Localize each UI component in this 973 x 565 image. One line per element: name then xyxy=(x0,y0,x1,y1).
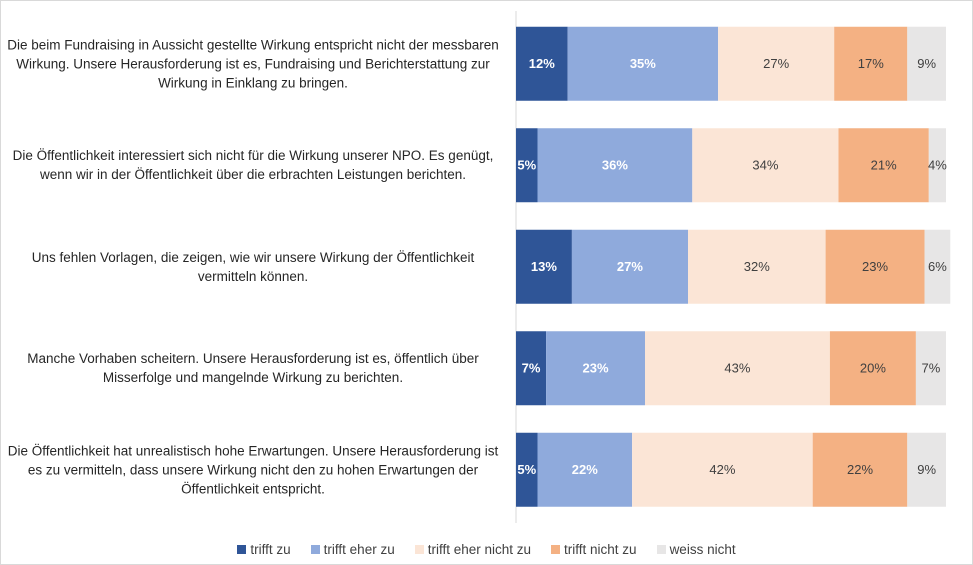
bar-segment xyxy=(537,128,693,203)
data-label: 7% xyxy=(522,361,541,376)
data-label: 20% xyxy=(860,361,886,376)
legend-item: trifft nicht zu xyxy=(551,542,637,557)
legend-swatch xyxy=(656,545,666,554)
legend-label: trifft nicht zu xyxy=(564,542,637,557)
legend-label: trifft eher nicht zu xyxy=(427,542,532,557)
bar-segment xyxy=(516,128,538,203)
data-label: 13% xyxy=(531,259,557,274)
data-label: 35% xyxy=(630,56,656,71)
bar-segment xyxy=(632,432,813,507)
data-label: 6% xyxy=(928,259,947,274)
data-label: 21% xyxy=(871,158,897,173)
bar-segment xyxy=(829,331,916,406)
legend-swatch xyxy=(237,545,247,554)
legend-swatch xyxy=(310,545,320,554)
legend-swatch xyxy=(551,545,561,554)
bar-segment xyxy=(516,331,547,406)
data-label: 27% xyxy=(763,56,789,71)
legend-label: trifft zu xyxy=(250,542,291,557)
bar-segment xyxy=(838,128,929,203)
data-label: 36% xyxy=(602,158,628,173)
legend-item: weiss nicht xyxy=(656,542,736,557)
data-label: 42% xyxy=(709,462,735,477)
bar-segment xyxy=(834,26,908,101)
data-label: 22% xyxy=(572,462,598,477)
bar-segment xyxy=(928,128,946,203)
data-label: 5% xyxy=(517,158,536,173)
bar-segment xyxy=(516,229,572,304)
bar-segment xyxy=(924,229,951,304)
data-label: 23% xyxy=(583,361,609,376)
bar-segment xyxy=(571,229,688,304)
legend: trifft zu trifft eher zu trifft eher nicht… xyxy=(1,542,972,557)
bar-segment xyxy=(516,432,538,507)
bar-segment xyxy=(567,26,719,101)
bar-segment xyxy=(692,128,839,203)
bar-segment xyxy=(645,331,830,406)
legend-item: trifft eher zu xyxy=(310,542,395,557)
legend-item: trifft zu xyxy=(237,542,291,557)
category-label: Die beim Fundraising in Aussicht gestell… xyxy=(7,37,499,91)
data-label: 32% xyxy=(744,259,770,274)
category-label: Uns fehlen Vorlagen, die zeigen, wie wir… xyxy=(31,249,475,284)
category-label: Die Öffentlichkeit hat unrealistisch hoh… xyxy=(7,443,499,497)
data-label: 5% xyxy=(517,462,536,477)
bar-segment xyxy=(907,432,946,507)
legend-label: trifft eher zu xyxy=(323,542,395,557)
legend-label: weiss nicht xyxy=(669,542,736,557)
data-label: 27% xyxy=(617,259,643,274)
category-label: Die Öffentlichkeit interessiert sich nic… xyxy=(12,148,494,183)
data-label: 9% xyxy=(917,56,936,71)
category-label: Manche Vorhaben scheitern. Unsere Heraus… xyxy=(27,351,479,386)
data-label: 23% xyxy=(862,259,888,274)
data-label: 4% xyxy=(928,158,947,173)
data-label: 34% xyxy=(752,158,778,173)
bar-segment xyxy=(907,26,946,101)
bar-segment xyxy=(516,26,568,101)
data-label: 12% xyxy=(529,56,555,71)
data-label: 17% xyxy=(858,56,884,71)
legend-item: trifft eher nicht zu xyxy=(414,542,532,557)
bar-segment xyxy=(825,229,925,304)
legend-swatch xyxy=(414,545,424,554)
data-label: 22% xyxy=(847,462,873,477)
bar-segment xyxy=(718,26,835,101)
data-label: 43% xyxy=(724,361,750,376)
bar-segment xyxy=(812,432,908,507)
data-label: 7% xyxy=(922,361,941,376)
bar-segment xyxy=(915,331,946,406)
bar-segment xyxy=(688,229,826,304)
data-label: 9% xyxy=(917,462,936,477)
bar-segment xyxy=(537,432,633,507)
bar-segment xyxy=(546,331,645,406)
